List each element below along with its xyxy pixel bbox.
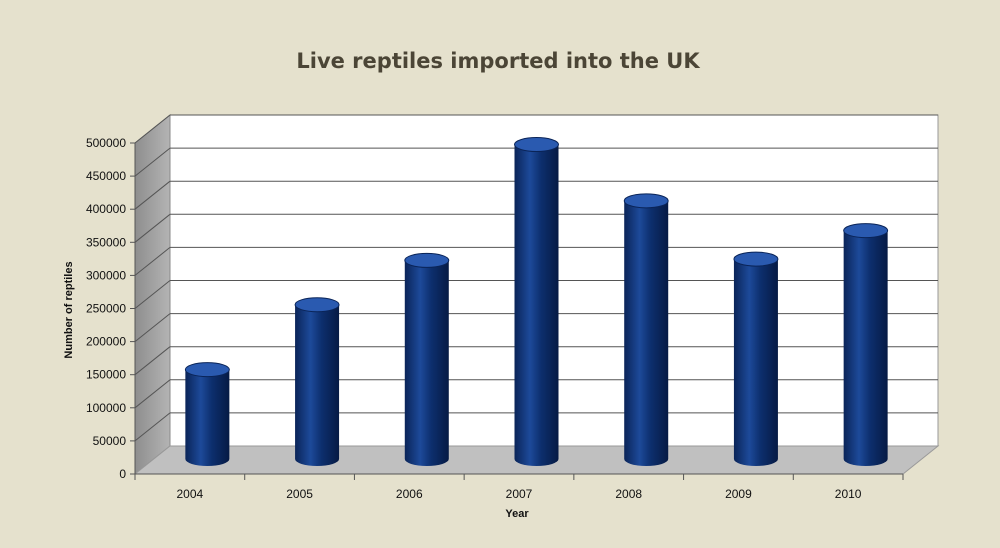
bar-body xyxy=(404,260,449,467)
y-tick-label: 0 xyxy=(119,467,126,481)
y-tick-label: 150000 xyxy=(86,368,126,382)
bar xyxy=(733,251,779,467)
bar xyxy=(184,362,230,467)
bar-body xyxy=(624,200,669,467)
bar xyxy=(514,137,559,467)
bar-top xyxy=(514,137,559,153)
y-tick-label: 50000 xyxy=(93,434,127,448)
bar-body xyxy=(843,230,888,467)
gridline-side xyxy=(134,213,171,243)
bar xyxy=(404,252,450,467)
x-ticks: 2004 2005 2006 2007 2008 2009 2010 xyxy=(134,474,904,501)
x-tick-label: 2007 xyxy=(506,487,533,501)
gridline-side xyxy=(134,247,171,276)
x-tick-label: 2005 xyxy=(286,487,313,501)
gridline-side xyxy=(134,313,171,342)
y-ticks: 0 50000 100000 150000 200000 250000 300000 3500… xyxy=(86,136,135,481)
gridline-side xyxy=(134,114,171,144)
gridline-side xyxy=(134,379,171,409)
y-tick-label: 200000 xyxy=(86,335,126,349)
bar-body xyxy=(733,259,778,467)
bar-body xyxy=(295,304,340,467)
bar xyxy=(843,223,889,467)
x-tick-label: 2006 xyxy=(396,487,423,501)
x-tick-label: 2009 xyxy=(725,487,752,501)
gridline-side xyxy=(134,280,171,309)
gridline-side xyxy=(134,180,171,210)
y-tick-label: 350000 xyxy=(86,235,126,249)
gridline-side xyxy=(134,147,171,177)
x-tick-label: 2004 xyxy=(177,487,204,501)
x-axis-title: Year xyxy=(505,508,529,520)
gridline-side xyxy=(134,412,171,442)
chart-title: Live reptiles imported into the UK xyxy=(296,49,700,73)
bar-top xyxy=(623,193,669,209)
bar-body xyxy=(185,369,230,467)
bar xyxy=(623,193,669,467)
y-axis-title: Number of reptiles xyxy=(63,261,75,358)
y-tick-label: 450000 xyxy=(86,169,126,183)
gridline-side xyxy=(134,346,171,376)
bar-top xyxy=(294,297,340,313)
y-tick-label: 400000 xyxy=(86,202,126,216)
y-tick-label: 500000 xyxy=(86,136,126,150)
y-tick-label: 250000 xyxy=(86,302,126,316)
bar-body xyxy=(514,144,559,467)
bar xyxy=(294,297,340,467)
y-tick-label: 300000 xyxy=(86,268,126,282)
x-tick-label: 2008 xyxy=(615,487,642,501)
bar-top xyxy=(733,251,779,267)
bars xyxy=(184,137,889,467)
y-tick-label: 100000 xyxy=(86,401,126,415)
bar-top xyxy=(184,362,230,378)
bar-top xyxy=(843,223,889,239)
x-tick-label: 2010 xyxy=(835,487,862,501)
bar-top xyxy=(404,252,450,268)
